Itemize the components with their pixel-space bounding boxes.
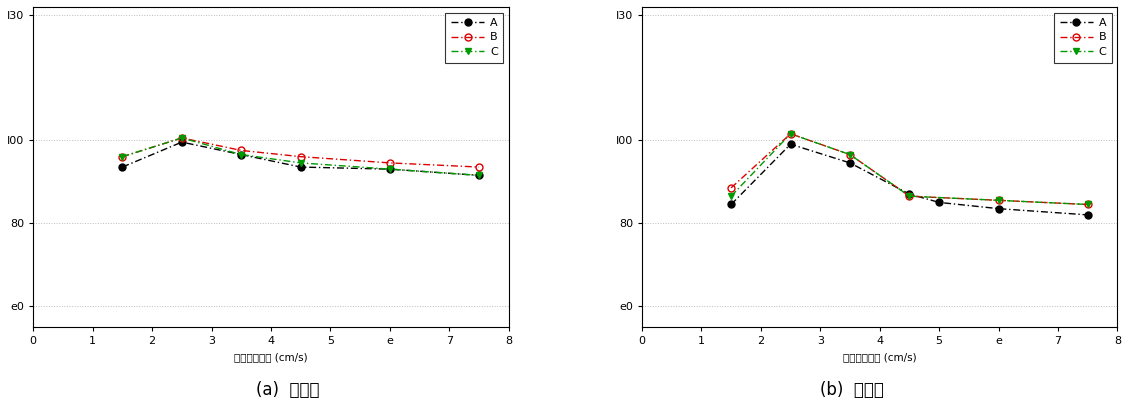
X-axis label: 시료투입속도 (cm/s): 시료투입속도 (cm/s) <box>235 352 308 362</box>
Legend: A, B, C: A, B, C <box>1055 12 1112 63</box>
X-axis label: 시료투입속도 (cm/s): 시료투입속도 (cm/s) <box>843 352 917 362</box>
Text: (a)  회수율: (a) 회수율 <box>256 381 319 399</box>
Legend: A, B, C: A, B, C <box>446 12 503 63</box>
Text: (b)  기각율: (b) 기각율 <box>820 381 883 399</box>
